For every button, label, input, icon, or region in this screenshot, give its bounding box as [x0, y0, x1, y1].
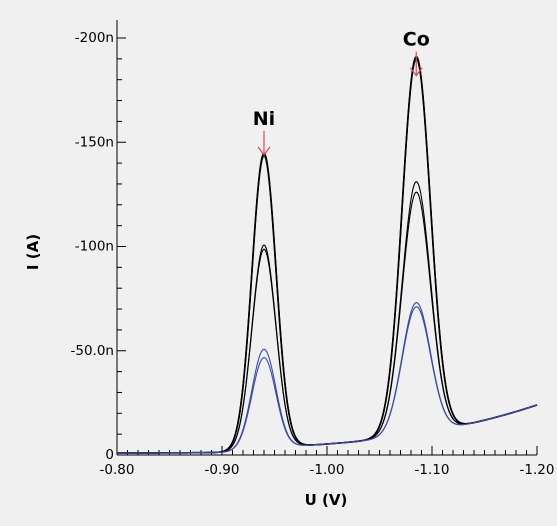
peak-label-co: Co: [403, 29, 430, 51]
series-line-1: [116, 55, 538, 454]
y-tick-label: -200n: [75, 30, 114, 46]
y-tick-label: -50.0n: [71, 343, 115, 359]
y-tick-label: -100n: [75, 239, 114, 255]
series-line-2: [116, 57, 538, 454]
x-tick-label: -0.80: [100, 462, 135, 478]
x-tick-label: -1.10: [415, 462, 450, 478]
x-tick-label: -1.00: [310, 462, 345, 478]
series-line-4: [116, 191, 538, 454]
x-tick-label: -1.20: [520, 462, 555, 478]
x-tick-label: -0.90: [205, 462, 240, 478]
y-tick-label: -150n: [75, 134, 114, 150]
annotation-layer: Ni Co: [253, 29, 430, 156]
series-line-5: [116, 302, 538, 454]
series-line-6: [116, 306, 538, 454]
peak-label-ni: Ni: [253, 108, 275, 130]
chart-axes: 0 -50.0n -100n -150n -200n -0.80 -0.90 -1.00 -1.…: [71, 20, 555, 478]
x-axis-title: U (V): [305, 491, 348, 509]
annotation-arrow-head: [409, 67, 423, 77]
annotation-arrow-head: [257, 146, 271, 156]
y-tick-label: 0: [105, 447, 114, 463]
series-layer: [116, 55, 538, 454]
series-line-3: [116, 181, 538, 454]
y-axis-title: I (A): [24, 234, 42, 270]
